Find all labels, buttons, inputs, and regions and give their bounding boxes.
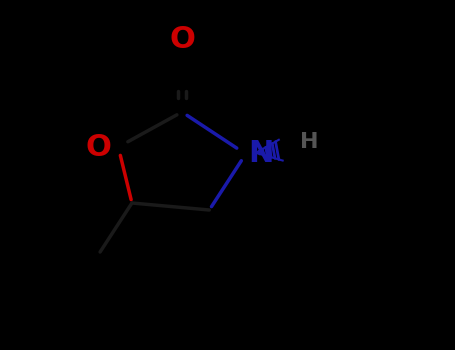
Text: H: H bbox=[300, 132, 319, 152]
Text: O: O bbox=[169, 25, 195, 54]
Text: N: N bbox=[248, 140, 273, 168]
Text: O: O bbox=[86, 133, 111, 161]
